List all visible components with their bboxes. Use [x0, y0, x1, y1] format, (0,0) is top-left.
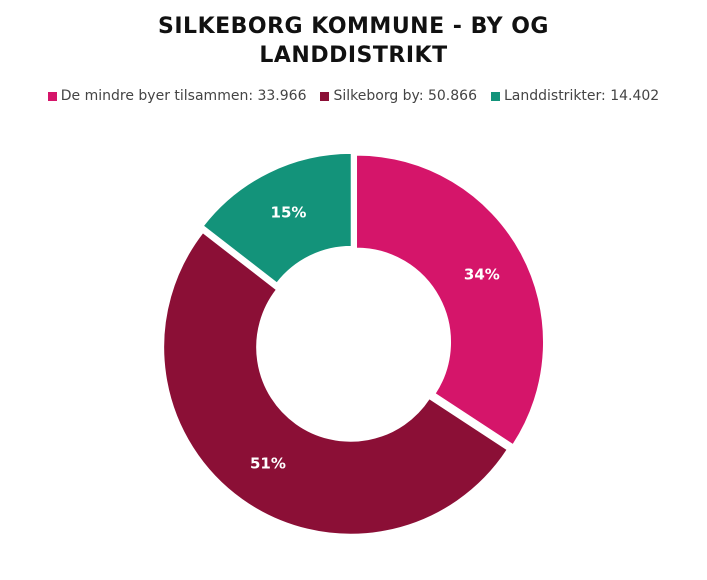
chart-title-line-1: SILKEBORG KOMMUNE - BY OG [158, 14, 549, 39]
donut-slice-landdistrikter[interactable] [202, 152, 352, 284]
legend-swatch-landdistrikter [490, 91, 500, 101]
legend-label-de-mindre-byer: De mindre byer tilsammen: 33.966 [60, 88, 307, 104]
chart-title: SILKEBORG KOMMUNE - BY OG LANDDISTRIKT [0, 12, 707, 70]
chart-legend: De mindre byer tilsammen: 33.966 Silkebo… [0, 88, 707, 104]
legend-item-landdistrikter[interactable]: Landdistrikter: 14.402 [490, 88, 660, 104]
chart-title-line-2: LANDDISTRIKT [259, 43, 448, 68]
legend-item-de-mindre-byer[interactable]: De mindre byer tilsammen: 33.966 [47, 88, 307, 104]
legend-swatch-de-mindre-byer [47, 91, 57, 101]
donut-slice-de-mindre-byer[interactable] [356, 154, 544, 446]
legend-label-landdistrikter: Landdistrikter: 14.402 [503, 88, 660, 104]
legend-swatch-silkeborg-by [320, 91, 330, 101]
legend-label-silkeborg-by: Silkeborg by: 50.866 [333, 88, 477, 104]
data-label-landdistrikter: 15% [271, 203, 307, 221]
data-label-silkeborg-by: 51% [250, 454, 286, 472]
donut-slice-silkeborg-by[interactable] [163, 232, 508, 535]
legend-item-silkeborg-by[interactable]: Silkeborg by: 50.866 [320, 88, 477, 104]
data-label-de-mindre-byer: 34% [464, 265, 500, 283]
